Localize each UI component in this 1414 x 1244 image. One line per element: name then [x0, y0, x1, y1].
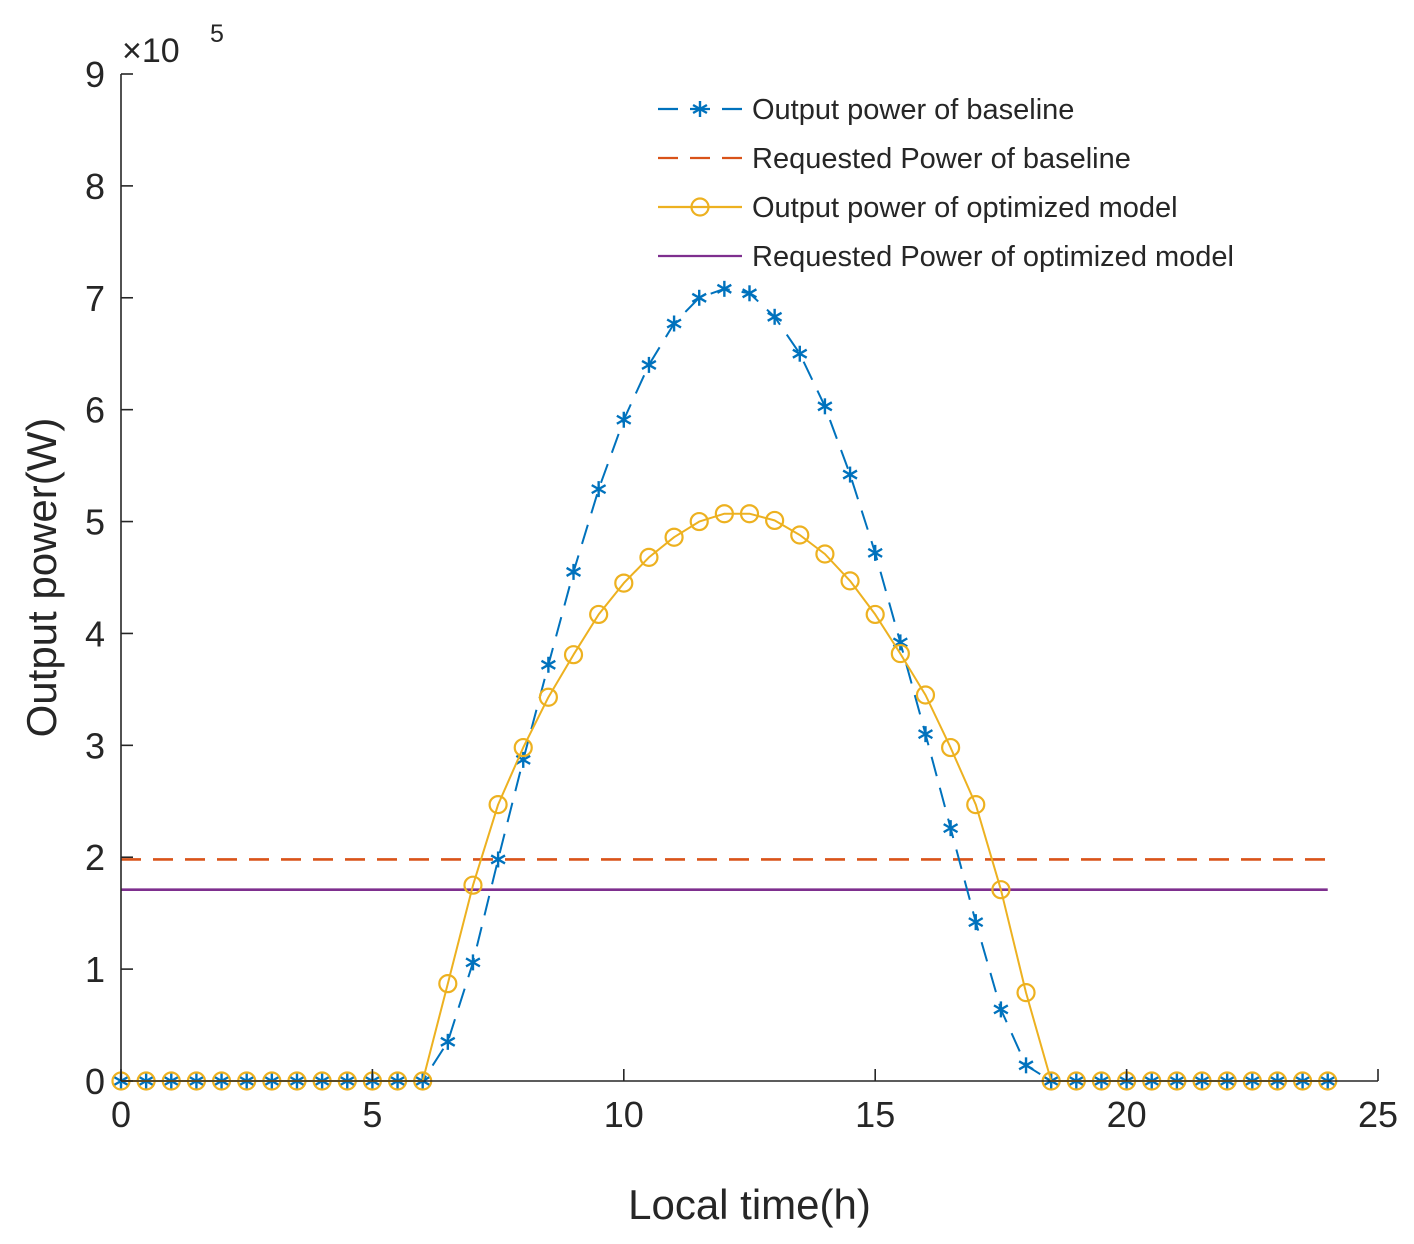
data-point	[438, 974, 458, 994]
data-point	[538, 687, 558, 707]
data-point	[991, 880, 1011, 900]
legend-label: Output power of baseline	[752, 94, 1074, 126]
data-point	[488, 795, 508, 815]
data-point	[716, 280, 732, 297]
x-tick-label: 20	[1107, 1094, 1147, 1135]
data-point	[941, 737, 961, 758]
y-tick-label: 9	[85, 54, 105, 95]
data-point	[664, 527, 684, 547]
data-point	[815, 544, 835, 564]
data-point	[589, 604, 609, 625]
data-point	[463, 875, 483, 895]
data-point	[917, 726, 934, 743]
legend-entry-output-power-of-baseline: Output power of baseline	[658, 94, 1074, 126]
data-point	[915, 685, 936, 705]
y-tick-label: 5	[85, 502, 105, 543]
y-tick-label: 1	[85, 949, 105, 990]
legend-marker	[690, 197, 710, 217]
legend-marker	[692, 101, 708, 117]
data-point	[840, 571, 860, 591]
data-point	[565, 563, 582, 580]
data-point	[842, 466, 858, 483]
data-point	[1018, 1057, 1034, 1074]
legend-entry-output-power-of-optimized-model: Output power of optimized model	[658, 192, 1178, 224]
x-tick-label: 15	[855, 1094, 895, 1135]
data-point	[993, 1001, 1009, 1018]
data-point	[865, 604, 885, 625]
legend: Output power of baseline Requested Power …	[658, 94, 1234, 273]
y-tick-label: 7	[85, 278, 105, 319]
y-tick-label: 4	[85, 613, 105, 654]
data-point	[714, 504, 734, 524]
data-point	[465, 954, 481, 971]
x-tick-label: 10	[604, 1094, 644, 1135]
data-point	[968, 914, 984, 931]
y-tick-label: 3	[85, 725, 105, 766]
data-point	[614, 573, 634, 593]
legend-entry-requested-power-of-optimized-model: Requested Power of optimized model	[658, 241, 1234, 273]
plot-area: 0 5 10 15 20 25 0 1 2 3 4 5 6 7 8 9	[85, 54, 1398, 1135]
data-point	[540, 656, 556, 673]
y-axis-multiplier-exponent: 5	[210, 20, 224, 48]
data-point	[966, 795, 986, 815]
data-point	[440, 1033, 456, 1050]
y-tick-label: 6	[85, 390, 105, 431]
legend-label: Requested Power of baseline	[752, 143, 1131, 175]
data-point	[666, 315, 682, 332]
data-point	[792, 345, 808, 362]
y-axis-label: Output power(W)	[18, 418, 65, 738]
data-point	[767, 308, 783, 325]
y-tick-label: 2	[85, 837, 105, 878]
data-point	[790, 525, 810, 545]
x-tick-label: 25	[1358, 1094, 1398, 1135]
data-point	[1016, 983, 1036, 1003]
legend-entry-requested-power-of-baseline: Requested Power of baseline	[658, 143, 1131, 175]
y-tick-label: 0	[85, 1061, 105, 1102]
data-point	[890, 643, 910, 664]
legend-label: Output power of optimized model	[752, 192, 1178, 224]
data-point	[765, 510, 785, 531]
data-point	[563, 645, 584, 665]
data-point	[817, 398, 833, 415]
data-point	[513, 737, 533, 758]
data-point	[639, 547, 659, 567]
data-point	[591, 481, 607, 498]
data-point	[616, 411, 632, 428]
data-point	[490, 851, 506, 868]
axes-layer: 0 5 10 15 20 25 0 1 2 3 4 5 6 7 8 9	[85, 54, 1398, 1135]
x-axis-label: Local time(h)	[628, 1181, 871, 1228]
data-point	[641, 356, 657, 373]
data-point	[943, 820, 959, 837]
data-point	[741, 285, 758, 302]
data-point	[739, 504, 760, 524]
y-tick-label: 8	[85, 166, 105, 207]
x-tick-label: 0	[111, 1094, 131, 1135]
x-tick-label: 5	[362, 1094, 382, 1135]
data-point	[867, 544, 883, 561]
data-point	[691, 289, 707, 306]
plot-background	[121, 74, 1378, 1081]
data-point	[689, 511, 709, 532]
legend-label: Requested Power of optimized model	[752, 241, 1234, 273]
y-axis-multiplier: ×10	[122, 32, 180, 70]
